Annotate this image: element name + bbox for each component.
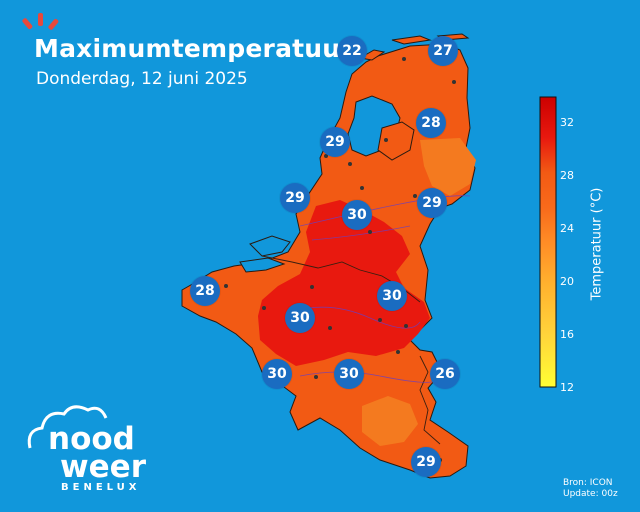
legend-tick: 16 xyxy=(560,328,574,341)
temp-marker[interactable]: 22 xyxy=(337,36,367,66)
temp-marker[interactable]: 29 xyxy=(411,447,441,477)
cooler-patch-ardennes xyxy=(362,396,418,446)
legend-tick: 12 xyxy=(560,381,574,394)
cooler-patch-north xyxy=(420,138,476,196)
map-title: Maximumtemperatuur xyxy=(34,34,353,63)
source-model: Bron: ICON xyxy=(563,478,613,488)
rivers xyxy=(289,195,471,383)
logo-word-nood: nood xyxy=(48,421,135,457)
legend-title: Temperatuur (°C) xyxy=(589,187,605,301)
legend-colorbar xyxy=(539,96,557,388)
temp-marker[interactable]: 29 xyxy=(320,127,350,157)
city-dots xyxy=(224,57,456,462)
temp-marker[interactable]: 30 xyxy=(262,359,292,389)
legend-tick: 32 xyxy=(560,116,574,129)
flevoland xyxy=(377,121,415,161)
legend-tick: 24 xyxy=(560,222,574,235)
legend-tick: 28 xyxy=(560,169,574,182)
cloud-sun-icon xyxy=(27,405,108,449)
benelux-land xyxy=(181,33,476,479)
legend-tick: 20 xyxy=(560,275,574,288)
map-date: Donderdag, 12 juni 2025 xyxy=(36,69,248,89)
temp-marker[interactable]: 30 xyxy=(285,303,315,333)
temp-marker[interactable]: 29 xyxy=(417,188,447,218)
logo-tagline: BENELUX xyxy=(61,482,141,493)
temp-marker[interactable]: 30 xyxy=(334,359,364,389)
border-be-lux xyxy=(419,355,441,445)
temp-marker[interactable]: 28 xyxy=(416,108,446,138)
temp-marker[interactable]: 28 xyxy=(190,276,220,306)
source-info: Bron: ICON Update: 00z xyxy=(563,478,618,500)
sun-rays-icon xyxy=(22,13,59,30)
temp-marker[interactable]: 26 xyxy=(430,359,460,389)
source-update: Update: 00z xyxy=(563,489,618,499)
temp-marker[interactable]: 29 xyxy=(280,183,310,213)
logo-word-weer: weer xyxy=(60,449,146,485)
temp-marker[interactable]: 27 xyxy=(428,36,458,66)
zeeland-estuaries xyxy=(239,235,291,273)
temp-marker[interactable]: 30 xyxy=(377,281,407,311)
temp-marker[interactable]: 30 xyxy=(342,200,372,230)
